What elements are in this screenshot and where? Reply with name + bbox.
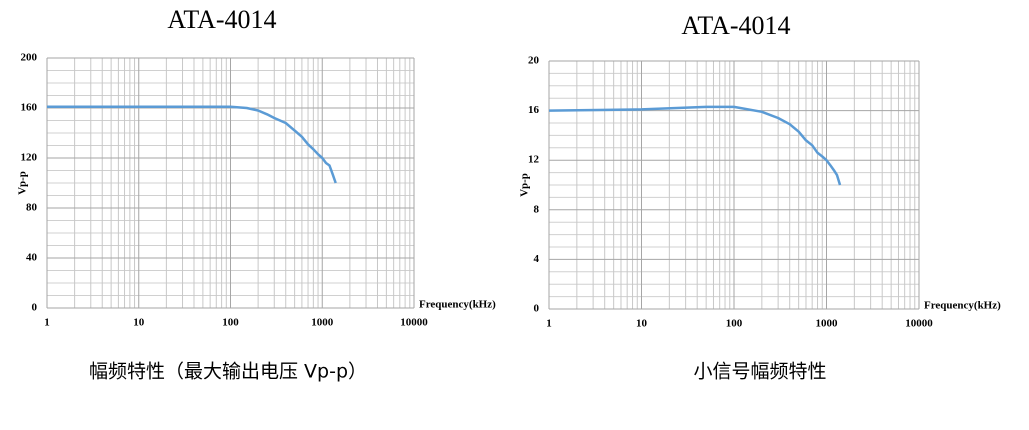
data-line	[548, 105, 842, 186]
x-tick-label: 1	[44, 317, 50, 329]
x-axis-label: Frequency(kHz)	[924, 300, 1001, 312]
y-tick-label: 160	[21, 102, 38, 114]
y-axis-label: Vp-p	[519, 173, 531, 197]
chart-title: ATA-4014	[681, 11, 790, 40]
x-tick-label: 100	[726, 318, 743, 330]
x-tick-label: 10000	[400, 317, 428, 329]
chart-title: ATA-4014	[167, 5, 276, 34]
x-tick-label: 10000	[905, 318, 933, 330]
y-tick-label: 40	[26, 252, 38, 264]
y-tick-label: 80	[26, 202, 38, 214]
x-tick-label: 10	[636, 318, 648, 330]
y-tick-label: 120	[21, 152, 38, 164]
x-tick-label: 1000	[816, 318, 839, 330]
y-tick-label: 4	[534, 253, 540, 265]
data-line	[47, 105, 337, 184]
x-axis-label: Frequency(kHz)	[419, 299, 496, 311]
caption: 小信号幅频特性	[693, 361, 826, 383]
y-tick-label: 200	[21, 52, 38, 64]
x-tick-label: 1000	[311, 317, 334, 329]
x-tick-label: 10	[133, 317, 145, 329]
y-tick-label: 12	[528, 154, 540, 166]
y-tick-label: 16	[528, 104, 540, 116]
y-tick-label: 8	[534, 203, 540, 215]
x-tick-label: 100	[222, 317, 239, 329]
y-tick-label: 20	[528, 55, 540, 67]
y-axis-label: Vp-p	[17, 171, 29, 195]
caption: 幅频特性（最大输出电压 Vp-p）	[89, 361, 367, 383]
x-tick-label: 1	[546, 318, 552, 330]
y-tick-label: 0	[534, 303, 540, 315]
y-tick-label: 0	[32, 302, 38, 314]
